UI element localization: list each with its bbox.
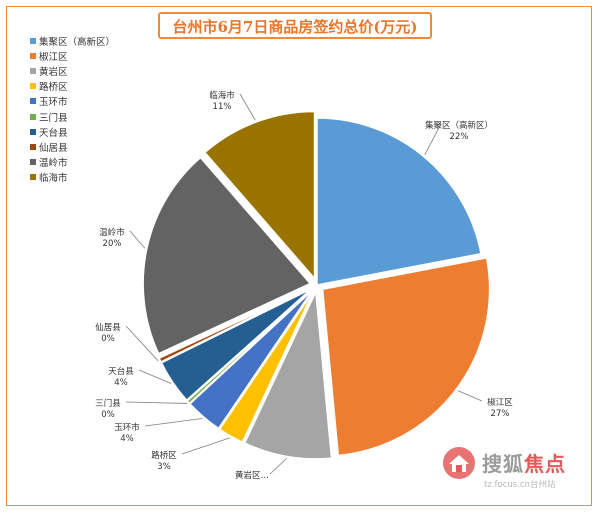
- legend-item: 椒江区: [30, 48, 115, 63]
- legend-swatch: [30, 113, 36, 120]
- leader-line: [125, 401, 187, 404]
- slice-label: 玉环市: [114, 422, 140, 433]
- house-logo-icon: [443, 447, 475, 479]
- slice-label: 黄岩区…: [235, 470, 269, 481]
- legend-label: 临海市: [39, 173, 68, 185]
- legend-item: 天台县: [30, 124, 115, 139]
- slice-label: 三门县: [95, 398, 121, 409]
- leader-line: [125, 325, 159, 362]
- pie-slice: [203, 110, 316, 281]
- pie-slice: [158, 287, 312, 363]
- slice-labels: 集聚区（高新区）22%椒江区27%黄岩区…路桥区3%玉环市4%三门县0%天台县4…: [95, 90, 513, 481]
- legend-item: 临海市: [30, 170, 115, 185]
- slice-percent-label: 4%: [120, 434, 134, 444]
- slice-label: 仙居县: [95, 322, 121, 333]
- pie-slice: [321, 257, 491, 457]
- leader-line: [239, 93, 256, 121]
- legend-label: 仙居县: [39, 142, 68, 154]
- slice-label: 椒江区: [487, 397, 513, 408]
- watermark-url: tz.focus.cn台州站: [484, 480, 556, 490]
- legend-swatch: [30, 98, 36, 105]
- legend-label: 黄岩区: [39, 66, 68, 78]
- pie-slice: [243, 289, 333, 460]
- legend-item: 温岭市: [30, 155, 115, 170]
- leader-line: [129, 230, 146, 249]
- slice-label: 天台县: [108, 366, 134, 377]
- pie-slice: [218, 290, 315, 444]
- slice-percent-label: 27%: [491, 409, 510, 419]
- legend-label: 集聚区（高新区）: [39, 36, 116, 48]
- leader-line: [138, 369, 172, 384]
- legend-swatch: [30, 52, 36, 59]
- slice-percent-label: 3%: [157, 462, 171, 472]
- pie-slice: [188, 289, 314, 430]
- watermark-brand-accent: 焦点: [524, 452, 566, 476]
- slice-percent-label: 20%: [103, 239, 122, 249]
- slice-percent-label: 0%: [101, 410, 115, 420]
- legend-label: 路桥区: [39, 82, 68, 94]
- leader-lines: [125, 93, 483, 475]
- slice-percent-label: 4%: [114, 378, 128, 388]
- legend-label: 三门县: [39, 112, 68, 124]
- slice-label: 温岭市: [99, 227, 125, 238]
- legend-swatch: [30, 143, 36, 150]
- chart-title: 台州市6月7日商品房签约总价(万元): [158, 12, 432, 39]
- slice-percent-label: 22%: [450, 132, 469, 142]
- chart-legend: 集聚区（高新区） 椒江区黄岩区路桥区玉环市三门县天台县仙居县温岭市临海市: [30, 33, 115, 185]
- pie-slice: [186, 289, 313, 405]
- leader-line: [144, 418, 203, 427]
- slice-label: 临海市: [209, 90, 235, 101]
- slice-label: 路桥区: [151, 450, 177, 461]
- pie-slices: [142, 110, 491, 460]
- legend-label: 温岭市: [39, 158, 68, 170]
- legend-swatch: [30, 174, 36, 181]
- legend-item: 仙居县: [30, 139, 115, 154]
- legend-label: 椒江区: [39, 51, 68, 63]
- legend-item: 集聚区（高新区）: [30, 33, 115, 48]
- leader-line: [424, 123, 442, 155]
- legend-swatch: [30, 83, 36, 90]
- legend-label: 玉环市: [39, 97, 68, 109]
- legend-item: 路桥区: [30, 79, 115, 94]
- legend-swatch: [30, 128, 36, 135]
- slice-percent-label: 0%: [101, 334, 115, 344]
- leader-line: [181, 437, 230, 455]
- watermark-brand-main: 搜狐: [482, 452, 524, 476]
- legend-label: 天台县: [39, 127, 68, 139]
- leader-line: [269, 458, 288, 475]
- slice-label: 集聚区（高新区）: [425, 120, 493, 131]
- leader-line: [457, 390, 483, 402]
- pie-slice: [316, 117, 482, 286]
- legend-swatch: [30, 67, 36, 74]
- pie-slice: [160, 288, 312, 402]
- watermark-brand: 搜狐焦点: [482, 448, 566, 477]
- legend-item: 三门县: [30, 109, 115, 124]
- slice-percent-label: 11%: [213, 102, 232, 112]
- sohu-focus-watermark: 搜狐焦点 tz.focus.cn台州站: [430, 440, 590, 500]
- legend-swatch: [30, 159, 36, 166]
- legend-item: 黄岩区: [30, 63, 115, 78]
- pie-slice: [142, 156, 312, 355]
- legend-item: 玉环市: [30, 94, 115, 109]
- legend-swatch: [30, 37, 36, 44]
